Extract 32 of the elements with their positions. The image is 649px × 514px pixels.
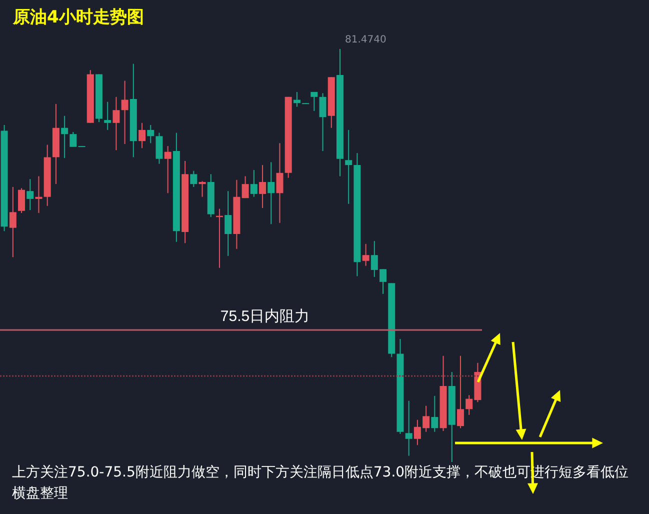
candlestick bbox=[61, 115, 68, 159]
candlestick bbox=[224, 190, 232, 256]
candlestick bbox=[310, 91, 318, 112]
candlestick bbox=[121, 80, 128, 144]
candlestick bbox=[190, 170, 198, 188]
candlestick bbox=[250, 170, 258, 198]
candlestick bbox=[147, 124, 154, 144]
ref-line-label: 75.5日内阻力 bbox=[220, 308, 310, 325]
candlestick bbox=[276, 142, 284, 224]
candlestick bbox=[293, 91, 300, 108]
candlestick bbox=[70, 132, 77, 148]
candlestick bbox=[104, 101, 112, 130]
candlestick bbox=[456, 355, 464, 429]
candlestick bbox=[362, 243, 370, 266]
candlestick bbox=[259, 164, 266, 209]
text: 81.4740 bbox=[344, 34, 386, 46]
candlestick bbox=[431, 395, 438, 432]
candlestick bbox=[9, 186, 16, 258]
candlestick bbox=[138, 122, 146, 149]
candlestick bbox=[18, 188, 26, 214]
candlestick bbox=[35, 176, 42, 214]
candlestick bbox=[268, 162, 275, 225]
candlestick bbox=[345, 129, 352, 204]
candlestick bbox=[156, 132, 163, 164]
candlestick bbox=[112, 96, 120, 151]
candlestick bbox=[405, 400, 412, 456]
candlestick bbox=[164, 146, 172, 194]
chart-title: 原油4小时走势图 bbox=[12, 8, 144, 28]
candlestick bbox=[198, 180, 206, 198]
candlestick bbox=[319, 92, 326, 152]
candlestick bbox=[26, 178, 34, 211]
candlestick bbox=[242, 176, 249, 199]
